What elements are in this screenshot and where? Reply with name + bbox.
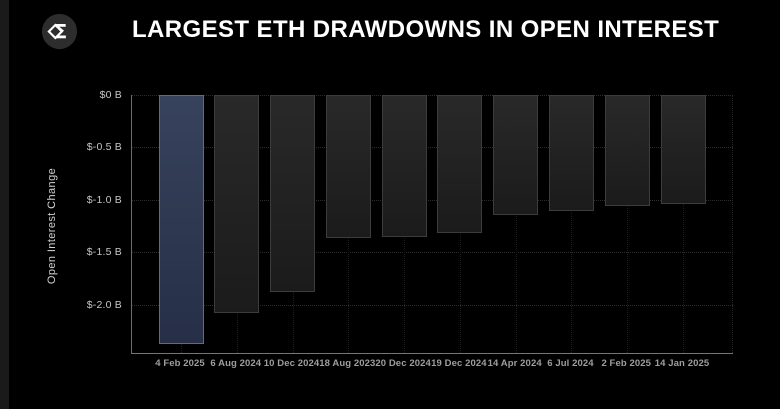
y-axis-tick-label: $-1.0 B (86, 193, 122, 206)
gridline (132, 95, 733, 96)
bar-18-aug-2023[interactable] (325, 95, 371, 238)
y-axis-tick-label: $-2.0 B (86, 298, 122, 311)
bar-6-jul-2024[interactable] (548, 95, 594, 212)
x-axis-label: 10 Dec 2024 (263, 358, 320, 369)
x-axis-label: 14 Apr 2024 (487, 358, 542, 369)
x-axis-label: 19 Dec 2024 (431, 358, 487, 369)
y-axis-title: Open Interest Change (46, 167, 58, 285)
gridline (132, 252, 733, 254)
y-axis-tick-label: $-1.5 B (86, 246, 122, 259)
bar-14-apr-2024[interactable] (493, 95, 539, 215)
gridline (132, 199, 733, 201)
y-axis-tick-label: $0 B (99, 89, 122, 101)
window-edge-strip (0, 0, 9, 409)
brand-logo[interactable]: Σ (41, 13, 78, 50)
bar-4-feb-2025[interactable] (158, 95, 204, 344)
bar-6-aug-2024[interactable] (214, 95, 260, 314)
bar-14-jan-2025[interactable] (660, 95, 706, 205)
gridline (132, 147, 733, 149)
gridline (132, 304, 733, 306)
plot-right-edge (732, 95, 733, 353)
vertical-gridline (515, 95, 517, 353)
x-axis-label: 20 Dec 2024 (375, 358, 431, 369)
bar-2-feb-2025[interactable] (604, 95, 650, 207)
x-axis-label: 6 Jul 2024 (547, 358, 594, 369)
bar-19-dec-2024[interactable] (437, 95, 483, 234)
bar-10-dec-2024[interactable] (270, 95, 316, 293)
vertical-gridline (683, 95, 685, 353)
x-axis-label: 4 Feb 2025 (155, 358, 205, 369)
plot-area (131, 95, 733, 354)
y-axis-tick-label: $-0.5 B (86, 141, 122, 154)
chart-title: LARGEST ETH DRAWDOWNS IN OPEN INTEREST (132, 16, 720, 43)
x-axis-label: 2 Feb 2025 (601, 358, 652, 369)
bar-20-dec-2024[interactable] (381, 95, 427, 237)
vertical-gridline (571, 95, 573, 353)
vertical-gridline (627, 95, 629, 353)
x-axis-label: 6 Aug 2024 (210, 358, 262, 369)
sigma-diamond-icon: Σ (41, 13, 78, 50)
x-axis-label: 18 Aug 2023 (319, 358, 376, 369)
x-axis-label: 14 Jan 2025 (654, 358, 710, 369)
